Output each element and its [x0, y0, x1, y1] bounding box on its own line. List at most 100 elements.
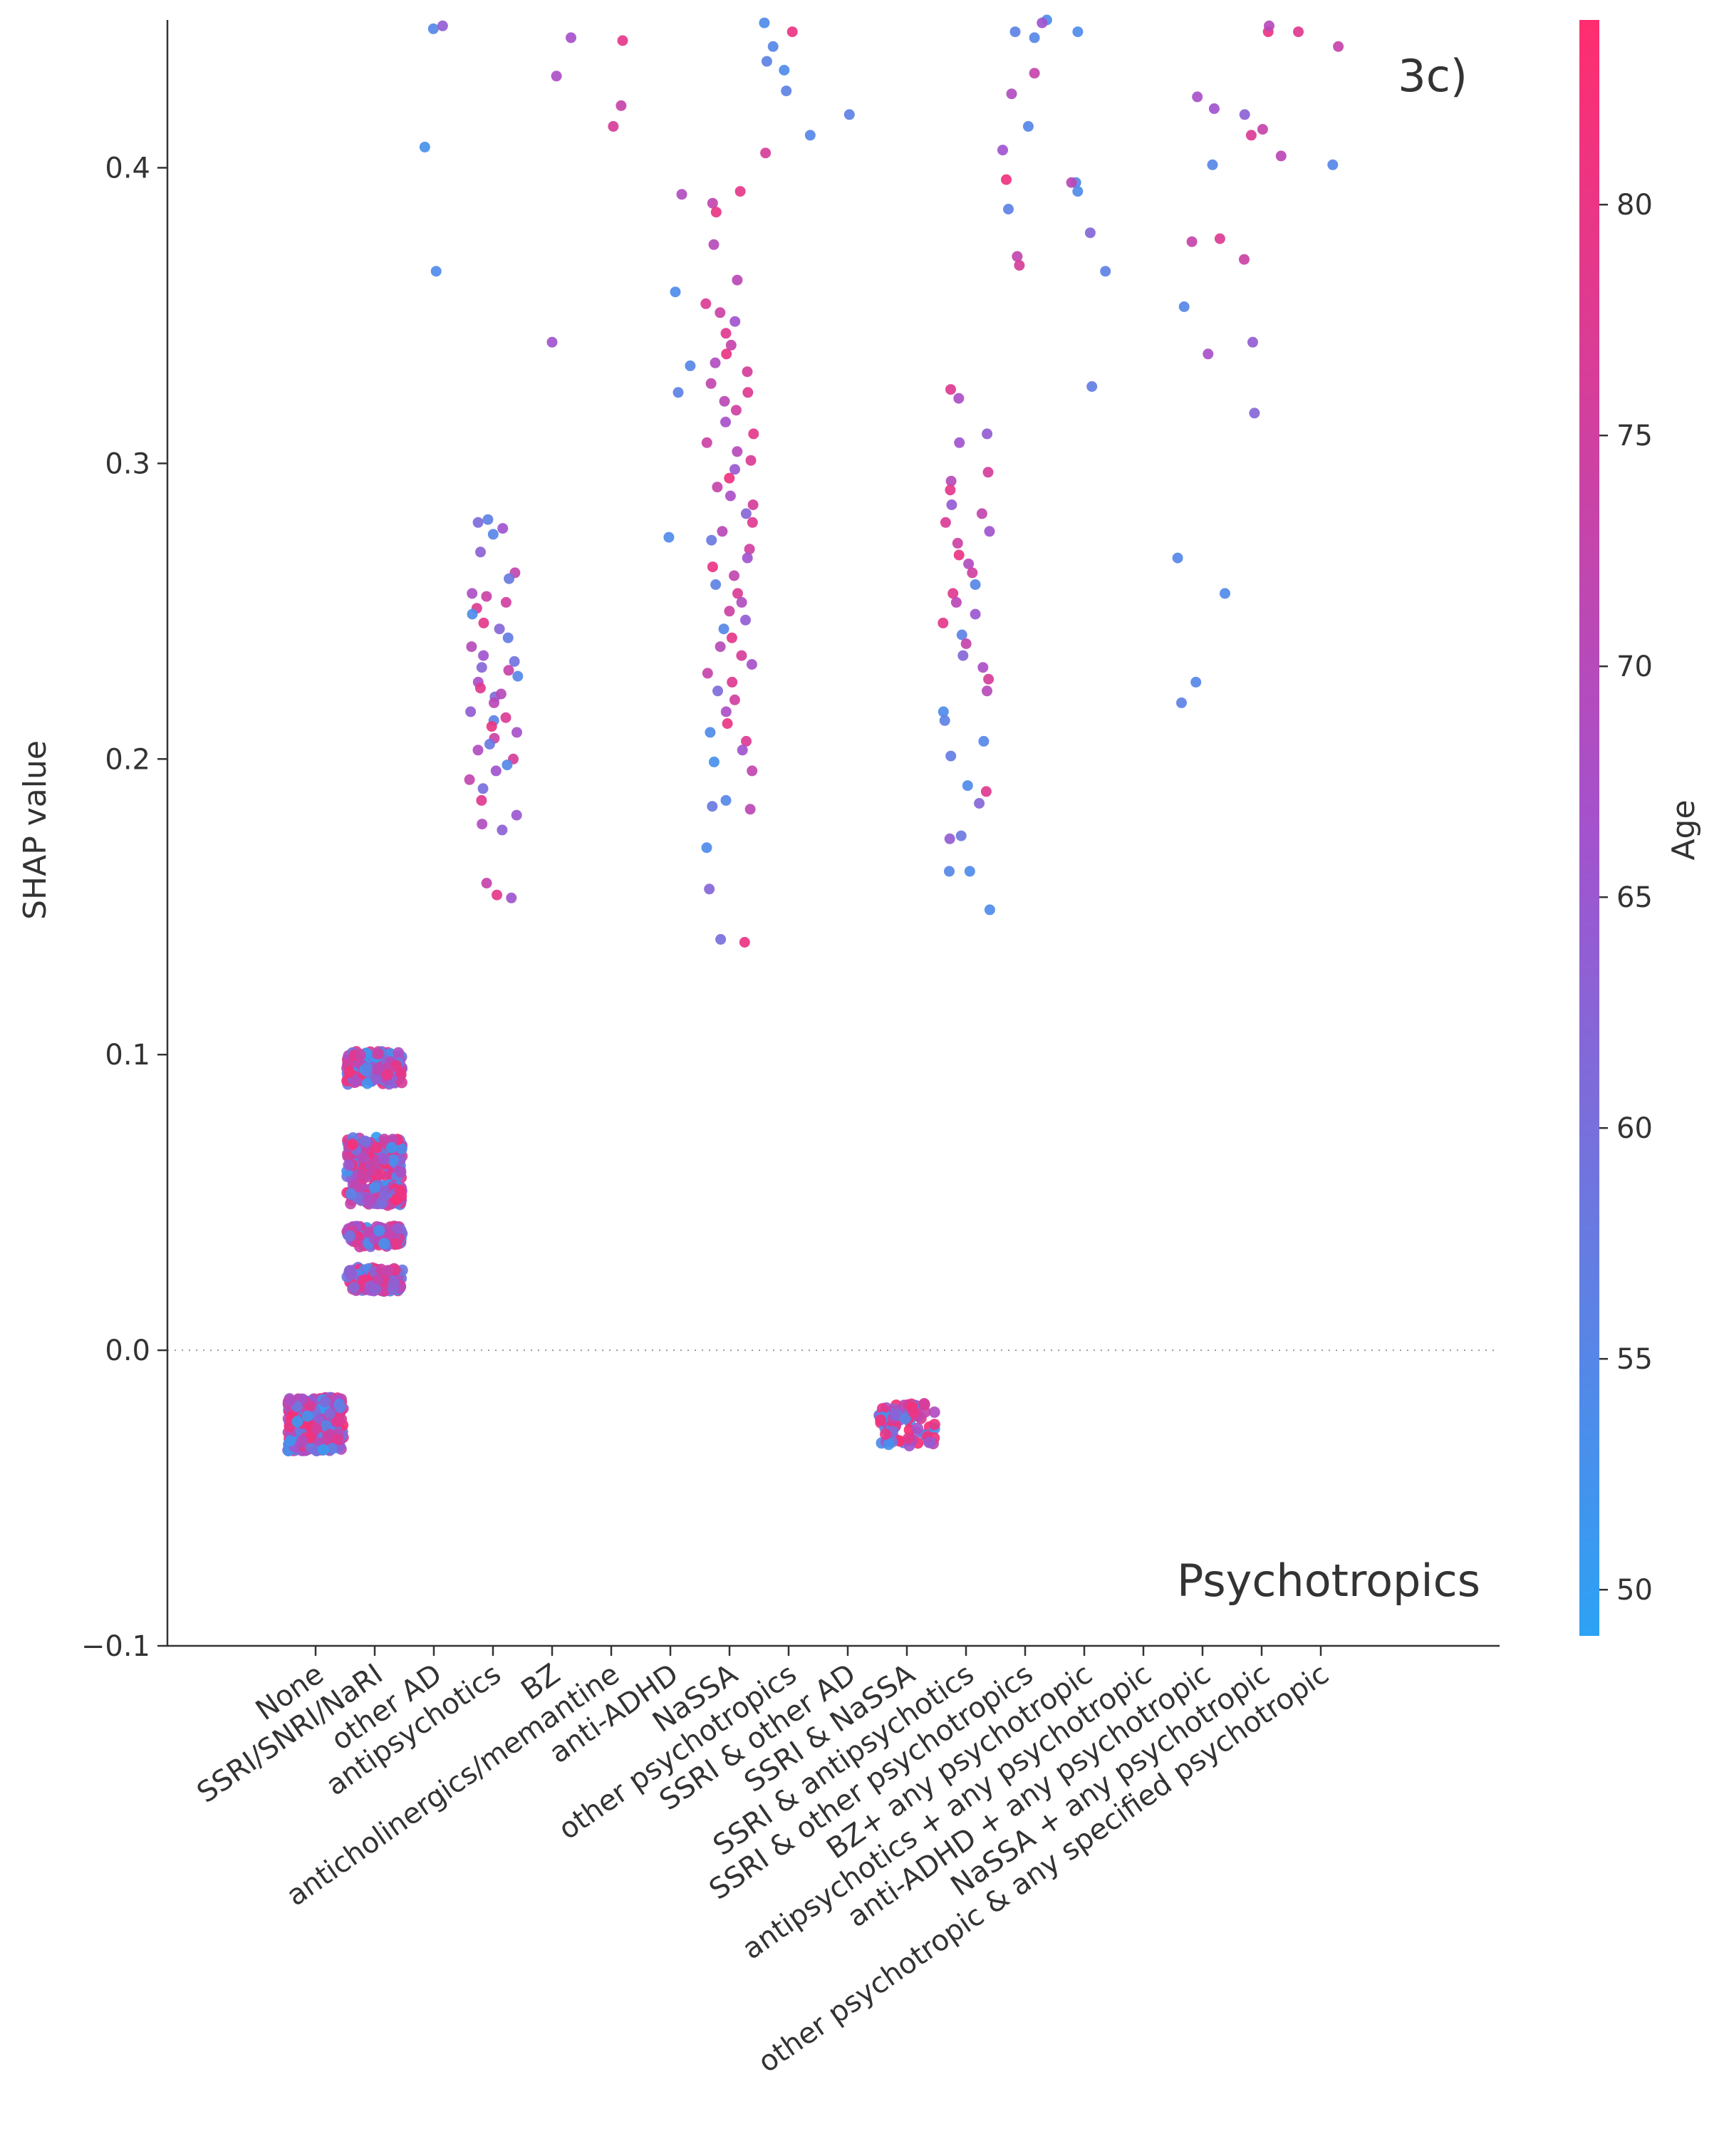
data-point [786, 26, 798, 38]
data-point [394, 1184, 406, 1196]
data-point [464, 774, 475, 785]
data-point [944, 833, 955, 844]
data-point [378, 1238, 390, 1250]
age-colorbar: 50 55 60 65 70 75 80 Age [1579, 20, 1702, 1636]
data-point [705, 378, 717, 389]
data-point [467, 608, 478, 620]
data-point [1001, 174, 1012, 185]
data-point [759, 17, 770, 28]
data-point [725, 490, 736, 502]
data-point [875, 1414, 887, 1426]
data-point [395, 1166, 407, 1178]
data-point [761, 56, 772, 67]
data-point [310, 1422, 322, 1434]
data-point [344, 1230, 355, 1242]
data-point [720, 328, 732, 339]
data-point [616, 100, 627, 111]
data-point [1327, 159, 1339, 170]
data-point [1249, 408, 1260, 419]
colorbar-tick-label: 65 [1616, 881, 1653, 914]
data-point [617, 35, 628, 46]
data-point [370, 1283, 382, 1295]
data-point [880, 1428, 891, 1440]
data-point [1037, 17, 1048, 28]
data-point [982, 685, 992, 697]
data-point [437, 20, 448, 31]
data-point [940, 517, 951, 528]
colorbar-tick-label: 70 [1616, 651, 1653, 683]
data-point [1176, 697, 1187, 708]
data-point [967, 567, 978, 579]
data-point [332, 1416, 344, 1427]
data-point [1293, 26, 1304, 38]
data-point [729, 464, 740, 475]
data-point [291, 1416, 303, 1428]
data-point [1208, 103, 1220, 114]
data-point [378, 1190, 390, 1202]
data-point [956, 629, 967, 641]
data-point [477, 819, 488, 830]
data-point [746, 659, 757, 670]
data-point [1100, 266, 1111, 277]
data-point [484, 739, 495, 750]
data-point [984, 904, 995, 916]
data-point [502, 760, 513, 771]
data-point [566, 32, 576, 43]
data-point [489, 697, 499, 708]
data-point [385, 1141, 398, 1154]
data-point [334, 1401, 346, 1413]
data-point [984, 526, 995, 537]
data-point [715, 307, 726, 318]
data-point [903, 1432, 914, 1444]
data-point [734, 186, 746, 197]
data-point [323, 1408, 336, 1420]
data-point [715, 641, 726, 653]
data-point [497, 824, 508, 836]
data-point [701, 842, 712, 854]
data-point [663, 532, 675, 543]
data-point [1178, 301, 1190, 312]
data-point [481, 591, 492, 602]
data-point [876, 1403, 888, 1415]
data-point [506, 892, 517, 903]
data-point [700, 298, 712, 309]
data-point [361, 1077, 373, 1089]
data-point [474, 683, 486, 694]
data-point [950, 596, 962, 608]
data-point [928, 1419, 940, 1431]
data-point [744, 544, 755, 555]
data-point [346, 1139, 358, 1151]
data-point [977, 662, 989, 673]
data-point [982, 428, 993, 440]
data-point [1257, 124, 1268, 135]
data-point [974, 798, 985, 809]
data-point [908, 1406, 920, 1419]
data-point [726, 632, 737, 643]
data-point [970, 608, 981, 620]
data-point [938, 706, 949, 717]
data-point [946, 499, 957, 510]
data-point [730, 405, 742, 416]
data-point [319, 1396, 331, 1408]
data-point [732, 274, 743, 286]
data-point [685, 360, 696, 371]
data-point [378, 1134, 390, 1146]
data-point [1022, 120, 1034, 132]
data-point [954, 437, 965, 448]
data-point [712, 482, 723, 493]
data-point [980, 786, 992, 797]
data-point [715, 933, 727, 945]
data-point [331, 1434, 343, 1445]
data-point [478, 650, 489, 661]
data-point [960, 638, 972, 649]
data-point [1029, 32, 1040, 43]
data-point [742, 366, 753, 378]
data-point [1192, 91, 1203, 103]
data-point [359, 1135, 371, 1147]
data-point [373, 1225, 385, 1237]
data-point [551, 71, 562, 82]
data-point [608, 120, 619, 132]
data-point [390, 1193, 402, 1206]
data-point [900, 1412, 912, 1424]
data-point [953, 393, 965, 404]
